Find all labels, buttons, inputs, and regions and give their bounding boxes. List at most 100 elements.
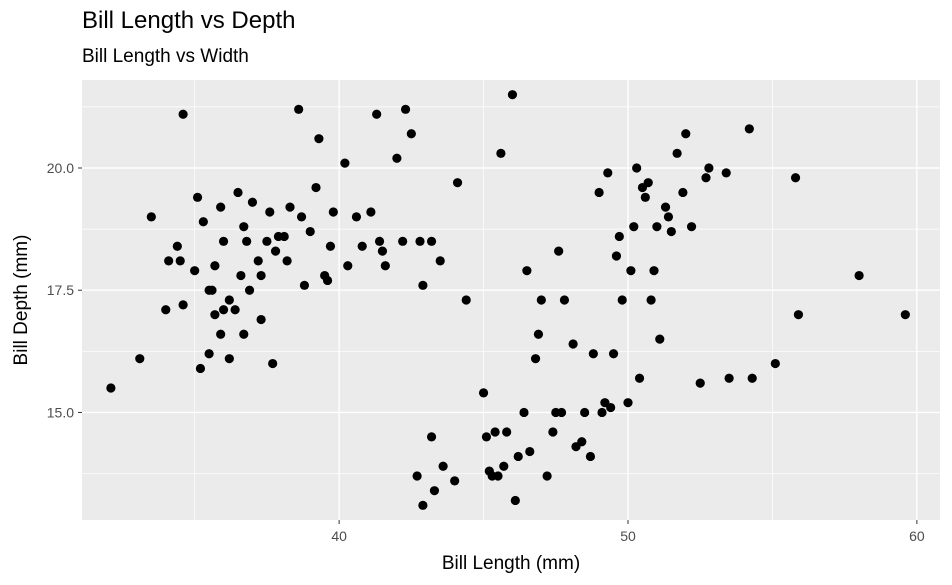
scatter-point xyxy=(161,305,171,315)
scatter-point xyxy=(224,295,234,305)
scatter-point xyxy=(418,280,428,290)
scatter-point xyxy=(556,407,567,418)
scatter-point xyxy=(672,148,682,158)
scatter-point xyxy=(146,212,156,222)
scatter-point xyxy=(135,354,145,364)
scatter-point xyxy=(510,495,520,506)
scatter-point xyxy=(372,109,382,119)
scatter-point xyxy=(106,383,116,393)
scatter-point xyxy=(617,295,627,305)
scatter-point xyxy=(660,202,671,212)
scatter-point xyxy=(340,158,350,168)
scatter-point xyxy=(314,134,324,144)
scatter-point xyxy=(536,295,546,305)
scatter-point xyxy=(493,471,503,481)
x-axis-title: Bill Length (mm) xyxy=(442,553,580,574)
scatter-point xyxy=(282,256,292,266)
scatter-point xyxy=(502,427,512,437)
scatter-point xyxy=(681,129,691,139)
scatter-point xyxy=(643,178,653,188)
scatter-point xyxy=(499,461,509,471)
scatter-point xyxy=(608,349,619,359)
scatter-point xyxy=(533,329,544,339)
scatter-point xyxy=(239,329,249,339)
scatter-point xyxy=(400,104,411,114)
chart-title: Bill Length vs Depth xyxy=(82,7,295,34)
scatter-point xyxy=(496,148,506,158)
scatter-point xyxy=(233,187,243,198)
plot-panel xyxy=(82,80,940,520)
scatter-point xyxy=(585,451,596,462)
scatter-point xyxy=(519,407,529,418)
scatter-point xyxy=(666,226,676,237)
scatter-point xyxy=(580,407,590,418)
scatter-point xyxy=(244,285,255,295)
data-points xyxy=(106,90,910,510)
scatter-point xyxy=(305,226,315,237)
scatter-point xyxy=(270,246,281,256)
scatter-point xyxy=(406,129,416,139)
scatter-point xyxy=(398,236,408,246)
scatter-point xyxy=(172,241,182,251)
scatter-point xyxy=(299,280,310,290)
scatter-point xyxy=(559,295,570,305)
scatter-point xyxy=(678,187,688,198)
y-tick-label: 17.5 xyxy=(47,282,74,298)
scatter-point xyxy=(461,295,471,305)
scatter-point xyxy=(311,182,321,193)
scatter-point xyxy=(195,363,206,374)
scatter-point xyxy=(285,202,295,212)
scatter-point xyxy=(854,270,864,281)
scatter-point xyxy=(357,241,367,251)
minor-gridlines xyxy=(82,80,940,520)
scatter-point xyxy=(377,246,388,256)
scatter-point xyxy=(522,266,532,276)
scatter-point xyxy=(649,266,659,276)
x-axis-ticks: 40 50 60 xyxy=(331,520,925,544)
scatter-point xyxy=(230,305,240,315)
scatter-point xyxy=(198,217,208,227)
scatter-point xyxy=(634,373,645,383)
y-axis-title: Bill Depth (mm) xyxy=(11,235,32,366)
scatter-point xyxy=(374,236,385,246)
scatter-point xyxy=(611,251,622,261)
scatter-point xyxy=(190,266,200,276)
scatter-point xyxy=(242,236,252,246)
scatter-point xyxy=(239,222,249,232)
scatter-point xyxy=(178,109,188,119)
scatter-point xyxy=(623,398,633,408)
scatter-point xyxy=(216,329,226,339)
scatter-point xyxy=(790,173,801,183)
y-tick-label: 15.0 xyxy=(47,404,74,420)
scatter-point xyxy=(663,212,674,222)
scatter-point xyxy=(744,124,754,134)
scatter-point xyxy=(438,461,448,471)
y-tick-label: 20.0 xyxy=(47,160,74,176)
scatter-point xyxy=(236,270,246,281)
scatter-point xyxy=(210,261,220,271)
chart-subtitle: Bill Length vs Width xyxy=(82,46,249,67)
scatter-point xyxy=(701,173,711,183)
x-tick-label: 50 xyxy=(620,528,636,544)
scatter-point xyxy=(747,373,757,383)
scatter-point xyxy=(207,285,217,295)
scatter-point xyxy=(218,305,229,315)
scatter-point xyxy=(525,446,535,457)
scatter-point xyxy=(426,236,437,246)
scatter-point xyxy=(770,358,780,369)
scatter-point xyxy=(724,373,734,383)
scatter-point xyxy=(343,261,353,271)
scatter-point xyxy=(507,90,518,100)
scatter-point xyxy=(530,354,541,364)
scatter-point xyxy=(218,236,229,246)
y-axis-ticks: 15.0 17.5 20.0 xyxy=(47,160,82,420)
scatter-point xyxy=(704,163,714,173)
scatter-point xyxy=(646,295,656,305)
scatter-point xyxy=(626,266,636,276)
scatter-point xyxy=(629,222,639,232)
scatter-point xyxy=(279,231,289,242)
scatter-point xyxy=(513,451,523,462)
scatter-point xyxy=(614,231,624,242)
scatter-point xyxy=(351,212,362,222)
